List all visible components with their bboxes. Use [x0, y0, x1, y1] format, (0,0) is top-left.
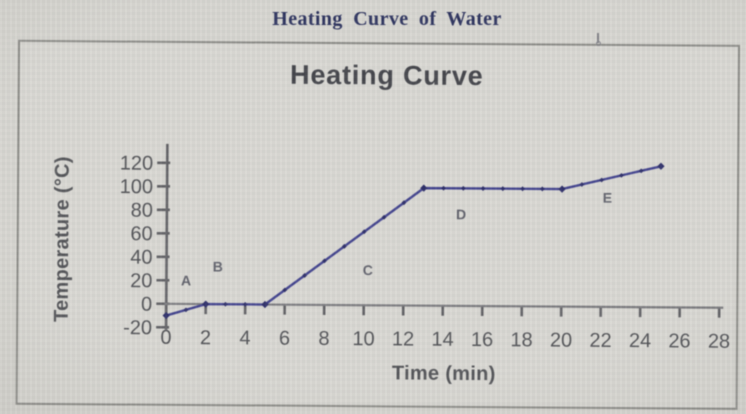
x-tick-label: 12 — [392, 328, 414, 350]
chart-title: Heating Curve — [289, 59, 484, 92]
segment-label-C: C — [363, 262, 373, 278]
x-tick-label: 0 — [160, 327, 171, 349]
data-point-minor — [618, 173, 624, 178]
data-point — [202, 300, 210, 308]
data-point-minor — [381, 214, 387, 220]
y-axis-line — [164, 143, 169, 330]
data-point-minor — [638, 168, 644, 174]
x-tick-label: 24 — [629, 330, 651, 352]
x-tick-label: 22 — [589, 330, 611, 352]
data-point — [657, 162, 665, 170]
x-tick-label: 18 — [510, 329, 532, 351]
x-tick-label: 8 — [318, 328, 329, 350]
segment-label-B: B — [213, 259, 223, 275]
text-cursor-artifact — [594, 33, 602, 47]
x-tick-label: 2 — [200, 327, 211, 349]
x-tick-label: 28 — [708, 331, 730, 353]
data-point-minor — [500, 186, 506, 192]
data-point-minor — [341, 243, 347, 249]
data-point — [162, 311, 170, 320]
data-point-minor — [183, 307, 189, 313]
data-point-minor — [223, 301, 228, 307]
data-point — [558, 185, 566, 193]
x-tick-label: 16 — [471, 329, 493, 351]
x-tick-label: 26 — [668, 330, 690, 352]
data-point-minor — [579, 182, 585, 187]
y-tick-label: 80 — [131, 200, 153, 222]
x-tick-label: 20 — [550, 330, 572, 352]
y-tick-label: 0 — [141, 294, 152, 316]
heating-curve-line — [165, 165, 662, 317]
x-tick-label: 10 — [352, 328, 374, 350]
y-tick-label: 100 — [120, 176, 154, 198]
data-point-minor — [441, 185, 446, 191]
text-cursor-stem — [597, 33, 599, 43]
data-point-minor — [322, 258, 327, 264]
data-point-minor — [539, 186, 545, 192]
data-point-minor — [302, 273, 308, 278]
data-point-minor — [599, 177, 605, 183]
x-tick-label: 14 — [431, 329, 453, 351]
chart-frame: Heating Curve Temperature (°C) -20 0 20 40 6… — [15, 39, 741, 410]
y-tick-label: 60 — [130, 223, 152, 245]
y-tick-label: 20 — [130, 270, 152, 292]
data-point — [261, 300, 269, 309]
data-point-minor — [361, 229, 367, 235]
x-tick-label: 6 — [279, 328, 290, 350]
data-point-minor — [242, 301, 248, 307]
data-point-minor — [520, 186, 525, 192]
y-axis-title: Temperature (°C) — [50, 156, 74, 323]
y-tick-label: 120 — [120, 153, 154, 175]
data-point-minor — [282, 287, 288, 293]
text-cursor-knob — [595, 41, 601, 46]
segment-label-A: A — [181, 272, 191, 288]
data-point-minor — [480, 186, 486, 191]
y-tick-label: 40 — [130, 247, 152, 269]
x-axis-title: Time (min) — [391, 362, 496, 386]
segment-label-E: E — [603, 190, 612, 206]
page-title: Heating Curve of Water — [272, 8, 502, 30]
x-tick-label: 4 — [239, 327, 250, 349]
y-tick-label: -20 — [123, 317, 152, 339]
data-point — [420, 184, 428, 192]
data-point-minor — [401, 200, 407, 206]
segment-label-D: D — [456, 206, 466, 222]
data-point-minor — [460, 186, 466, 191]
